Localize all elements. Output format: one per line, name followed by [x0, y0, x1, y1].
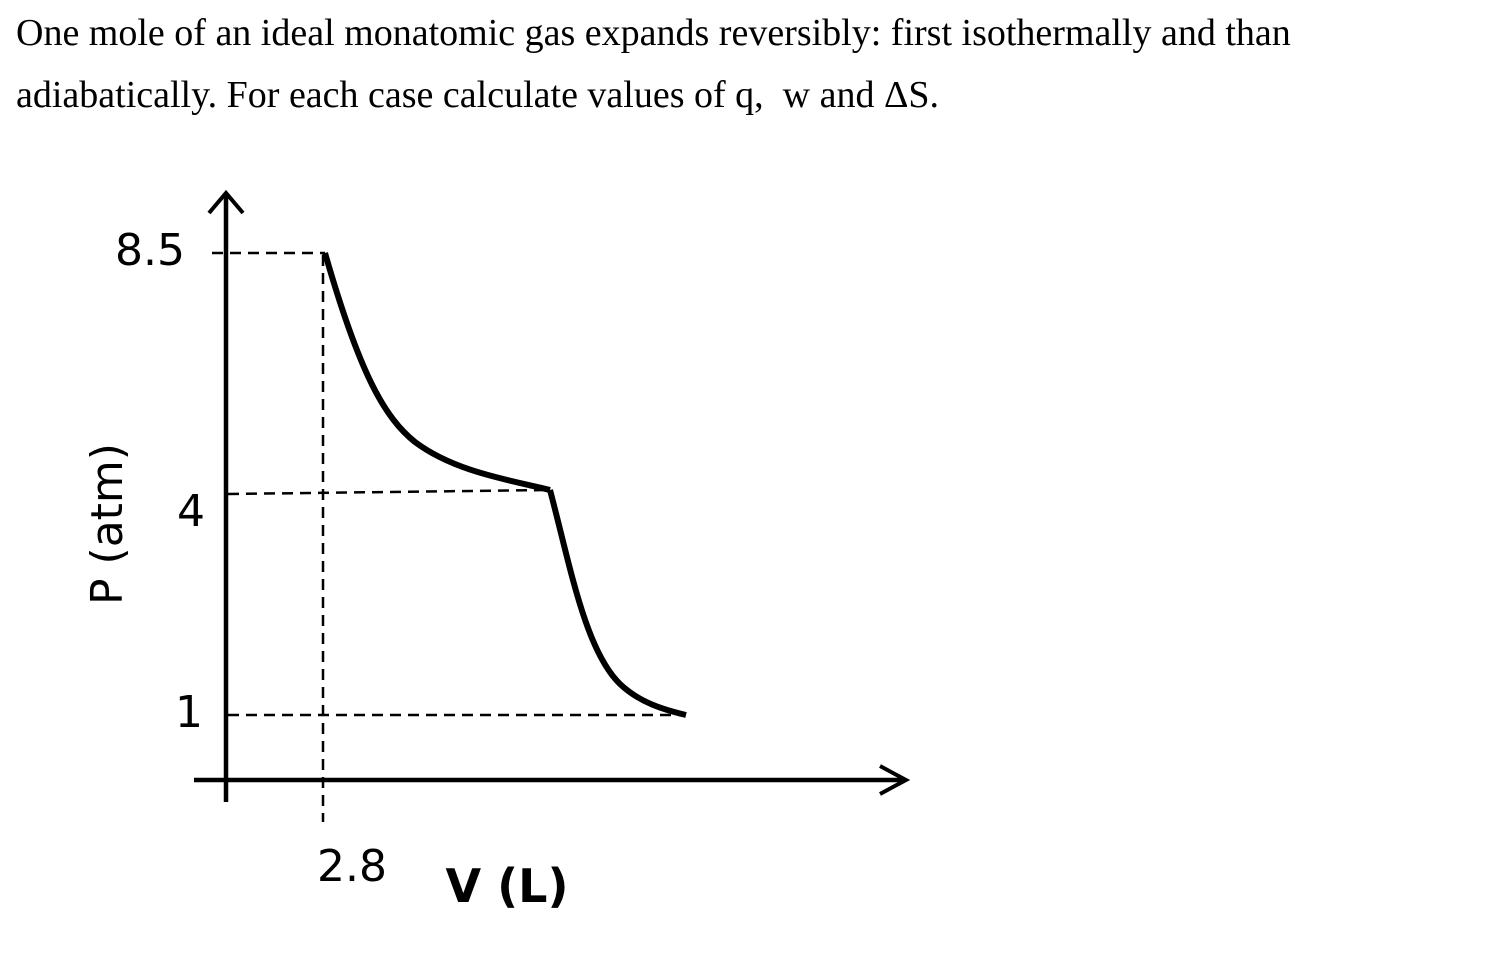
guide-p-4 [227, 488, 551, 496]
x-axis-arrowhead [879, 764, 911, 796]
y-axis-label: P (atm) [82, 443, 133, 605]
x-axis-label: V (L) [446, 859, 569, 913]
problem-line-2: adiabatically. For each case calculate v… [16, 74, 940, 116]
y-tick-label-4: 4 [177, 486, 205, 537]
y-tick-label-8-5: 8.5 [115, 225, 185, 276]
problem-line-1: One mole of an ideal monatomic gas expan… [16, 12, 1291, 54]
y-tick-label-1: 1 [175, 687, 203, 738]
y-axis-arrowhead [207, 189, 245, 215]
isothermal-curve [322, 252, 551, 493]
problem-statement: One mole of an ideal monatomic gas expan… [16, 2, 1501, 126]
adiabatic-curve [547, 489, 687, 718]
x-tick-label-2-8: 2.8 [317, 841, 387, 892]
